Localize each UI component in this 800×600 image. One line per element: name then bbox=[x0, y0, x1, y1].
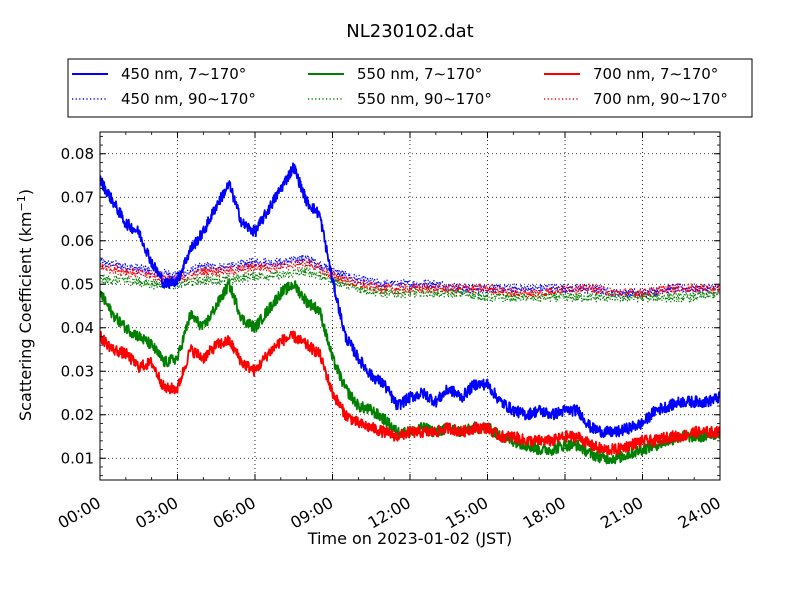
series-line-4 bbox=[100, 330, 720, 456]
y-tick-label: 0.06 bbox=[61, 232, 94, 250]
legend-label: 550 nm, 90∼170° bbox=[357, 90, 492, 108]
y-tick-label: 0.03 bbox=[61, 362, 94, 380]
legend: 450 nm, 7∼170° 450 nm, 90∼170° 550 nm, 7∼1… bbox=[67, 58, 753, 118]
legend-label: 450 nm, 90∼170° bbox=[121, 90, 256, 108]
legend-label: 550 nm, 7∼170° bbox=[357, 65, 482, 83]
legend-label: 700 nm, 90∼170° bbox=[593, 90, 728, 108]
series-line-1 bbox=[100, 253, 720, 299]
y-axis-label: Scattering Coefficient (km−1) bbox=[15, 189, 35, 421]
x-axis-label: Time on 2023-01-02 (JST) bbox=[307, 529, 512, 548]
legend-label: 450 nm, 7∼170° bbox=[121, 65, 246, 83]
series-line-0 bbox=[100, 162, 720, 439]
chart-title: NL230102.dat bbox=[346, 21, 473, 42]
series-line-3 bbox=[100, 266, 720, 303]
y-tick-label: 0.05 bbox=[61, 275, 94, 293]
series-line-5 bbox=[100, 257, 720, 299]
y-tick-label: 0.04 bbox=[61, 319, 94, 337]
legend-label: 700 nm, 7∼170° bbox=[593, 65, 718, 83]
y-tick-label: 0.08 bbox=[61, 145, 94, 163]
y-tick-label: 0.01 bbox=[61, 449, 94, 467]
y-tick-label: 0.02 bbox=[61, 406, 94, 424]
y-tick-label: 0.07 bbox=[61, 188, 94, 206]
